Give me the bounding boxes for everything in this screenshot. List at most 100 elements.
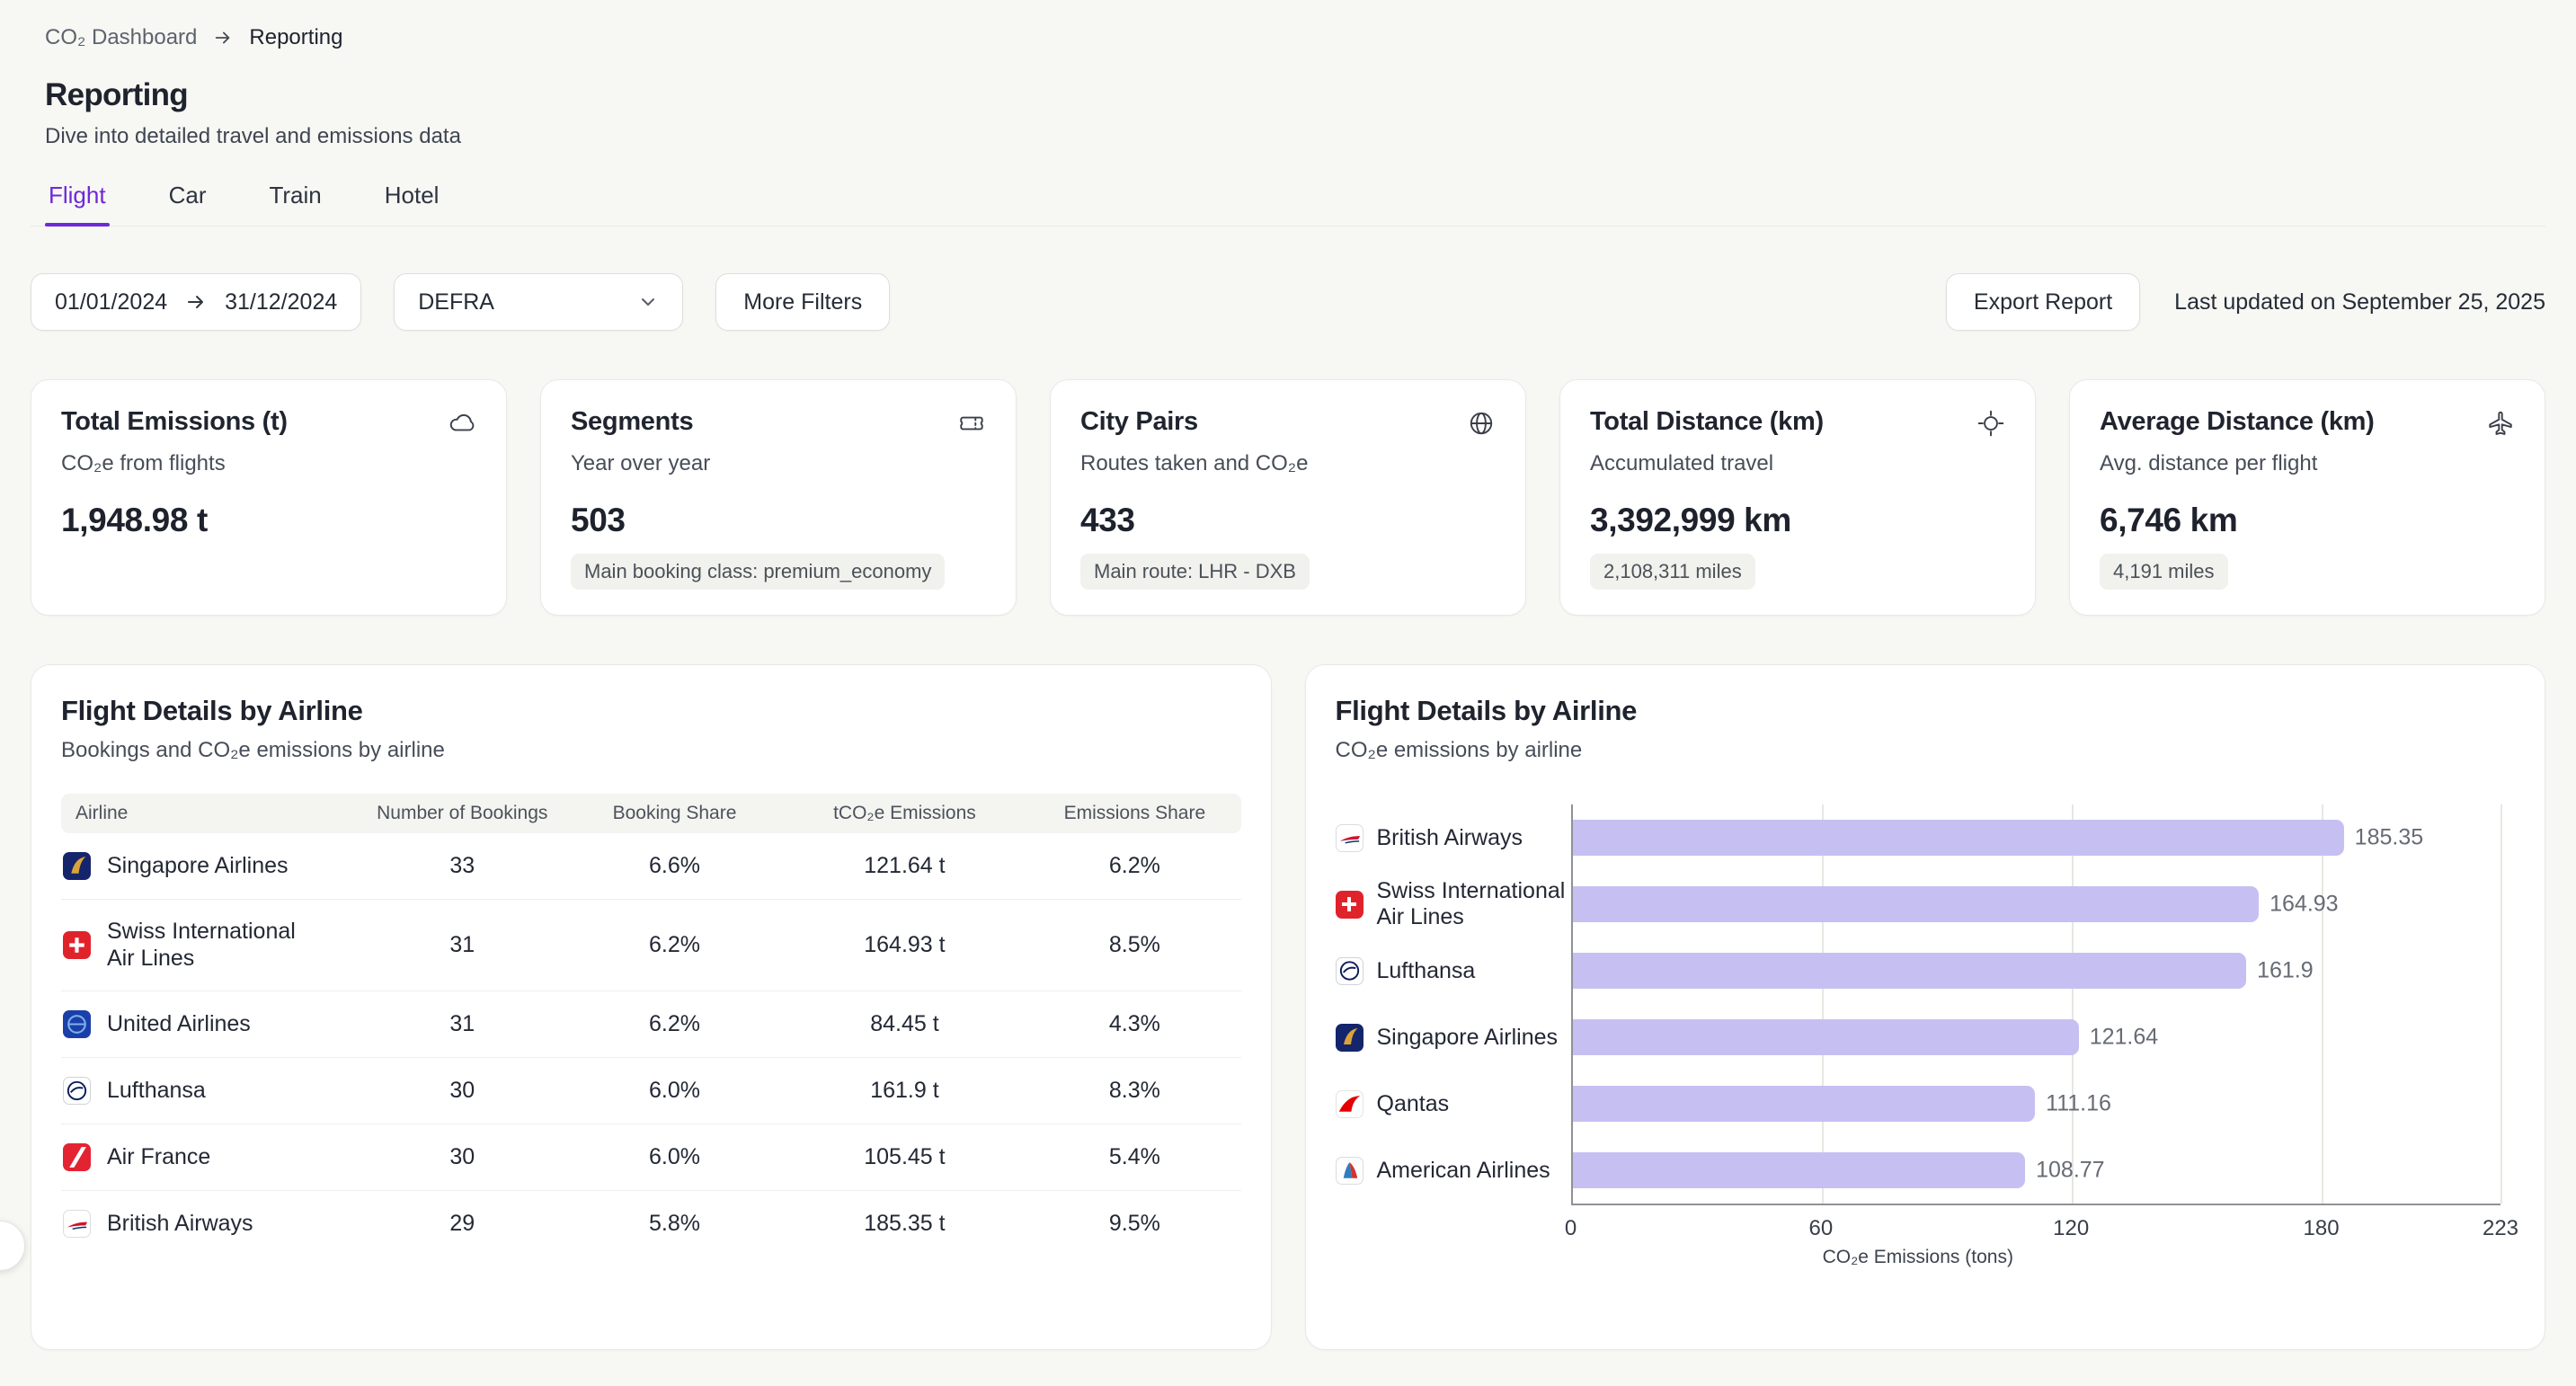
gridline xyxy=(1822,804,1825,1204)
page-title: Reporting xyxy=(45,77,189,112)
stat-value: 3,392,999 km xyxy=(1590,502,1791,538)
emissions-share-cell: 4.3% xyxy=(1108,1011,1160,1036)
x-tick-label: 60 xyxy=(1808,1216,1834,1240)
x-tick-label: 120 xyxy=(2053,1216,2090,1240)
bar-swiss[interactable]: 164.93 xyxy=(1572,886,2339,922)
emissions-share-cell: 8.5% xyxy=(1108,932,1160,957)
bar-lufthansa[interactable]: 161.9 xyxy=(1572,953,2314,989)
airline-table: Airline Number of Bookings Booking Share… xyxy=(61,794,1241,1257)
stat-subtitle: Routes taken and CO₂e xyxy=(1080,451,1309,475)
united-airlines-logo xyxy=(63,1010,91,1038)
bar-singapore-airlines[interactable]: 121.64 xyxy=(1572,1019,2158,1055)
airline-chart-panel: Flight Details by Airline CO₂e emissions… xyxy=(1304,664,2545,1350)
stat-badge: Main booking class: premium_economy xyxy=(571,554,946,590)
stat-card-total-distance: Total Distance (km) Accumulated travel 3… xyxy=(1559,379,2036,616)
stat-title: Segments xyxy=(571,407,694,436)
category-tabs: Flight Car Train Hotel xyxy=(31,182,2545,227)
filters-row: 01/01/2024 31/12/2024 DEFRA More Filters… xyxy=(31,273,2545,331)
table-row: Swiss International Air Lines 31 6.2% 16… xyxy=(61,900,1241,991)
emissions-cell: 121.64 t xyxy=(864,853,946,878)
bar-row: 111.16 xyxy=(1572,1071,2501,1137)
chart-label: American Airlines xyxy=(1335,1137,1571,1204)
chart-x-axis: 0 60 120 180 223 xyxy=(1565,1205,2518,1241)
chart-label: Swiss International Air Lines xyxy=(1335,871,1571,937)
export-report-button[interactable]: Export Report xyxy=(1945,273,2141,331)
breadcrumb-arrow-icon xyxy=(213,28,233,48)
x-tick-label: 0 xyxy=(1564,1216,1577,1240)
airline-name: British Airways xyxy=(107,1210,253,1236)
bar-british-airways[interactable]: 185.35 xyxy=(1572,820,2423,856)
table-row: Singapore Airlines 33 6.6% 121.64 t 6.2% xyxy=(61,833,1241,900)
chart-label: British Airways xyxy=(1335,804,1571,871)
x-tick-label: 180 xyxy=(2303,1216,2340,1240)
chart-y-labels: British Airways Swiss International Air … xyxy=(1335,804,1571,1205)
gridline xyxy=(2500,804,2502,1204)
bar-value-label: 185.35 xyxy=(2354,824,2424,850)
gridline xyxy=(2072,804,2074,1204)
arrow-right-icon xyxy=(185,291,207,313)
tab-train[interactable]: Train xyxy=(265,182,324,226)
stat-value: 1,948.98 t xyxy=(61,502,208,538)
panel-subtitle: Bookings and CO₂e emissions by airline xyxy=(61,738,445,762)
stat-subtitle: CO₂e from flights xyxy=(61,451,226,475)
lufthansa-logo xyxy=(63,1077,91,1105)
date-end: 31/12/2024 xyxy=(225,289,338,315)
tab-flight[interactable]: Flight xyxy=(45,182,110,227)
bar-value-label: 161.9 xyxy=(2257,957,2314,983)
tab-car[interactable]: Car xyxy=(165,182,210,226)
breadcrumb-dashboard-link[interactable]: CO₂ Dashboard xyxy=(45,25,198,49)
british-airways-logo xyxy=(1335,823,1364,852)
bar-row: 164.93 xyxy=(1572,871,2501,937)
chart-plot: 185.35 164.93 161.9 xyxy=(1570,804,2502,1205)
more-filters-button[interactable]: More Filters xyxy=(715,273,891,331)
stat-card-total-emissions: Total Emissions (t) CO₂e from flights 1,… xyxy=(31,379,507,616)
emissions-share-cell: 5.4% xyxy=(1108,1144,1160,1169)
panel-title: Flight Details by Airline xyxy=(61,695,363,726)
col-emissions: tCO₂e Emissions xyxy=(833,803,976,823)
page-subtitle: Dive into detailed travel and emissions … xyxy=(45,124,461,148)
date-start: 01/01/2024 xyxy=(55,289,168,315)
globe-icon xyxy=(1467,409,1496,442)
bookings-cell: 30 xyxy=(449,1078,475,1103)
singapore-airlines-logo xyxy=(1335,1023,1364,1052)
stat-cards: Total Emissions (t) CO₂e from flights 1,… xyxy=(31,379,2545,616)
breadcrumb: CO₂ Dashboard Reporting xyxy=(31,25,2545,50)
bar-value-label: 121.64 xyxy=(2089,1024,2159,1050)
x-tick-label: 223 xyxy=(2482,1216,2519,1240)
swiss-logo xyxy=(1335,890,1364,919)
tab-hotel[interactable]: Hotel xyxy=(381,182,443,226)
stat-badge: Main route: LHR - DXB xyxy=(1080,554,1310,590)
american-airlines-logo xyxy=(1335,1156,1364,1185)
stat-value: 6,746 km xyxy=(2100,502,2238,538)
stat-card-segments: Segments Year over year 503 Main booking… xyxy=(540,379,1017,616)
emissions-share-cell: 9.5% xyxy=(1108,1211,1160,1236)
booking-share-cell: 6.2% xyxy=(649,932,700,957)
chart-label-text: Qantas xyxy=(1376,1090,1450,1116)
emissions-bar-chart: British Airways Swiss International Air … xyxy=(1335,804,2518,1268)
airline-name: Swiss International Air Lines xyxy=(107,919,296,971)
methodology-select[interactable]: DEFRA xyxy=(394,273,684,331)
bar-american-airlines[interactable]: 108.77 xyxy=(1572,1152,2105,1188)
table-row: United Airlines 31 6.2% 84.45 t 4.3% xyxy=(61,991,1241,1058)
stat-title: Total Emissions (t) xyxy=(61,407,288,436)
bar-row: 185.35 xyxy=(1572,804,2501,871)
bar-row: 161.9 xyxy=(1572,937,2501,1004)
date-range-picker[interactable]: 01/01/2024 31/12/2024 xyxy=(31,273,362,331)
booking-share-cell: 6.2% xyxy=(649,1011,700,1036)
emissions-cell: 185.35 t xyxy=(864,1211,946,1236)
bar-value-label: 164.93 xyxy=(2270,891,2339,917)
chart-label-text: American Airlines xyxy=(1376,1157,1550,1183)
bar-value-label: 108.77 xyxy=(2036,1157,2105,1183)
emissions-share-cell: 8.3% xyxy=(1108,1078,1160,1103)
bookings-cell: 33 xyxy=(449,853,475,878)
panel-subtitle: CO₂e emissions by airline xyxy=(1335,738,1583,762)
col-booking-share: Booking Share xyxy=(612,803,737,823)
stat-subtitle: Avg. distance per flight xyxy=(2100,451,2318,475)
air-france-logo xyxy=(63,1143,91,1171)
gridline xyxy=(2321,804,2323,1204)
emissions-cell: 164.93 t xyxy=(864,932,946,957)
bookings-cell: 29 xyxy=(449,1211,475,1236)
lufthansa-logo xyxy=(1335,956,1364,985)
bar-qantas[interactable]: 111.16 xyxy=(1572,1086,2111,1122)
